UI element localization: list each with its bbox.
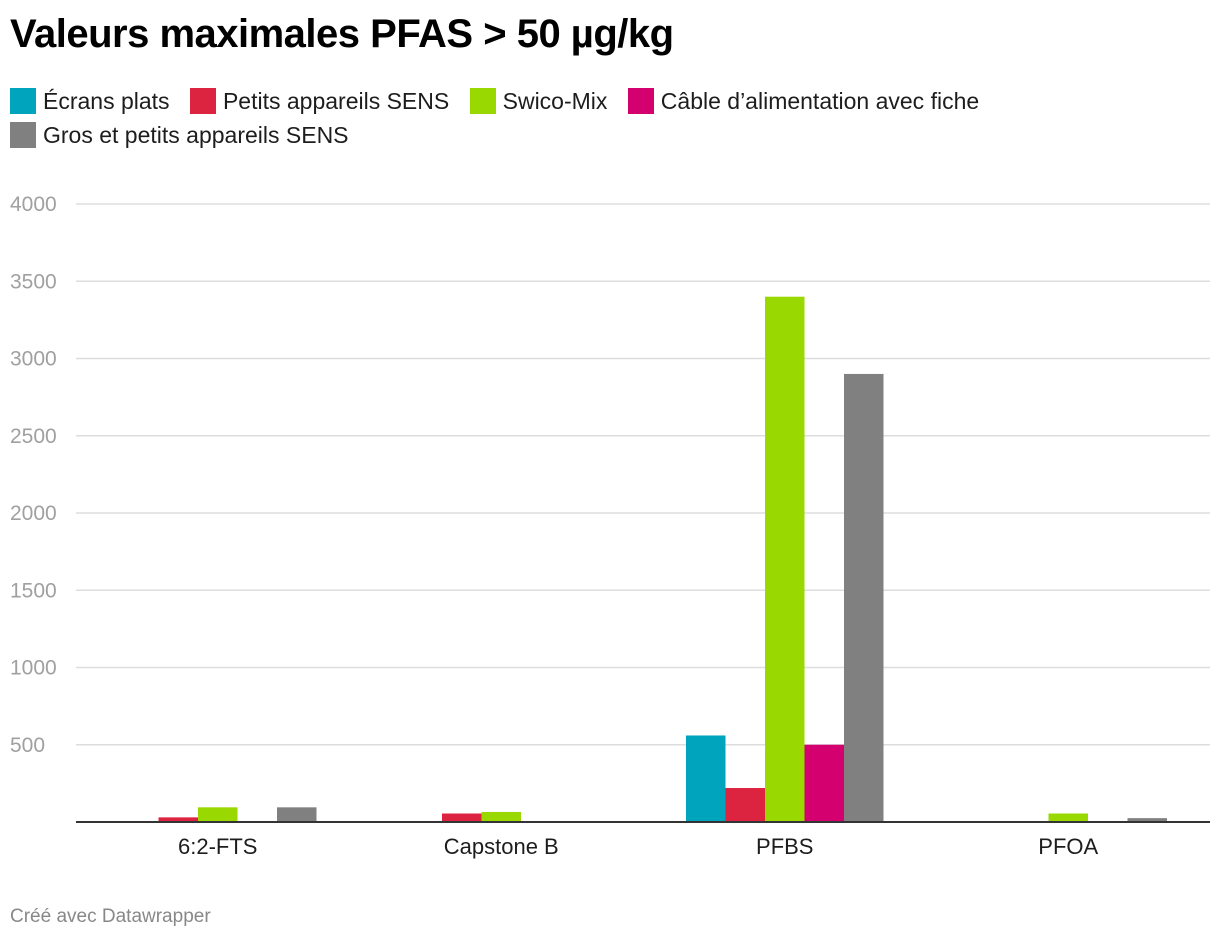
legend-swatch	[469, 88, 496, 114]
legend-label: Écrans plats	[43, 88, 170, 114]
legend-swatch	[627, 88, 654, 114]
x-tick-label: PFOA	[1038, 834, 1098, 859]
y-tick-label: 3000	[10, 348, 57, 371]
legend-swatch	[10, 88, 36, 114]
legend-label: Swico-Mix	[502, 88, 608, 114]
x-tick-label: 6:2-FTS	[178, 834, 257, 859]
legend-swatch	[10, 122, 36, 148]
legend-item-ecrans-plats: Écrans plats	[10, 84, 170, 118]
legend-label: Gros et petits appareils SENS	[43, 122, 349, 148]
legend-item-swico-mix: Swico-Mix	[469, 84, 608, 118]
legend-label: Petits appareils SENS	[222, 88, 450, 114]
bar	[844, 373, 884, 822]
chart-title: Valeurs maximales PFAS > 50 µg/kg	[10, 12, 674, 56]
bar	[277, 807, 317, 822]
y-tick-label: 2000	[10, 502, 57, 525]
legend-label: Câble d’alimentation avec fiche	[660, 88, 980, 114]
bar	[804, 744, 844, 822]
y-tick-label: 4000	[10, 193, 57, 216]
legend-item-gros-petits: Gros et petits appareils SENS	[10, 118, 349, 152]
bar	[686, 735, 726, 822]
bar	[725, 788, 765, 822]
x-tick-label: PFBS	[756, 834, 813, 859]
y-tick-label: 1500	[10, 579, 57, 602]
footer-credit: Créé avec Datawrapper	[10, 906, 211, 927]
legend-item-cable: Câble d’alimentation avec fiche	[627, 84, 980, 118]
y-tick-label: 500	[10, 734, 45, 757]
bar	[765, 296, 805, 822]
y-tick-label: 2500	[10, 425, 57, 448]
bar	[1127, 818, 1167, 822]
legend: Écrans plats Petits appareils SENS Swico…	[10, 84, 1215, 152]
bar	[198, 807, 238, 822]
legend-swatch	[189, 88, 216, 114]
bar	[158, 817, 198, 822]
bar	[481, 811, 521, 822]
y-tick-label: 3500	[10, 270, 57, 293]
bar	[442, 813, 482, 822]
bar	[1048, 813, 1088, 822]
y-tick-label: 1000	[10, 657, 57, 680]
legend-item-petits-appareils: Petits appareils SENS	[189, 84, 450, 118]
x-tick-label: Capstone B	[444, 834, 559, 859]
